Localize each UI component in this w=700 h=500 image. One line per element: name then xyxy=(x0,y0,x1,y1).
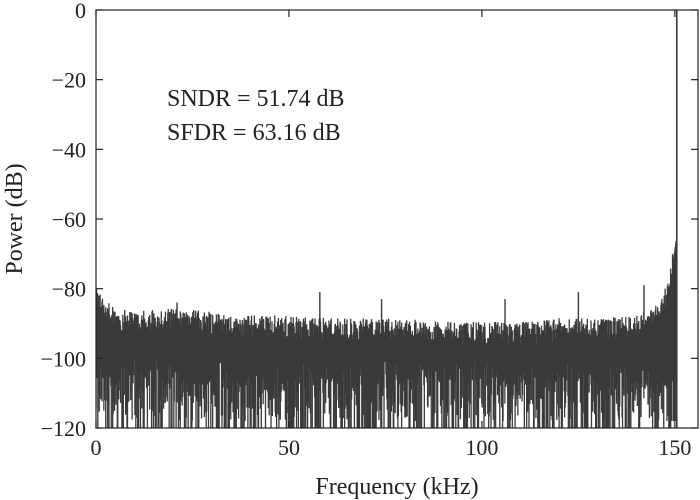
x-axis-title: Frequency (kHz) xyxy=(315,474,478,500)
x-tick-label: 150 xyxy=(658,435,691,460)
plot-content xyxy=(96,10,678,428)
x-tick-label: 0 xyxy=(91,435,102,460)
y-tick-label: −100 xyxy=(41,346,86,371)
noise-floor-trace xyxy=(96,254,674,428)
y-tick-label: −20 xyxy=(52,68,86,93)
signal-skirt xyxy=(672,241,677,422)
x-tick-label: 50 xyxy=(278,435,300,460)
y-tick-label: −60 xyxy=(52,207,86,232)
x-axis: 0 50 100 150 xyxy=(91,10,691,460)
y-axis: 0 −20 −40 −60 −80 −100 −120 xyxy=(41,0,698,441)
sndr-annotation: SNDR = 51.74 dB xyxy=(167,86,345,112)
x-tick-label: 100 xyxy=(465,435,498,460)
sfdr-annotation: SFDR = 63.16 dB xyxy=(167,120,341,146)
y-tick-label: 0 xyxy=(75,0,86,23)
y-tick-label: −120 xyxy=(41,416,86,441)
y-tick-label: −80 xyxy=(52,277,86,302)
y-tick-label: −40 xyxy=(52,137,86,162)
y-axis-title: Power (dB) xyxy=(2,163,28,274)
